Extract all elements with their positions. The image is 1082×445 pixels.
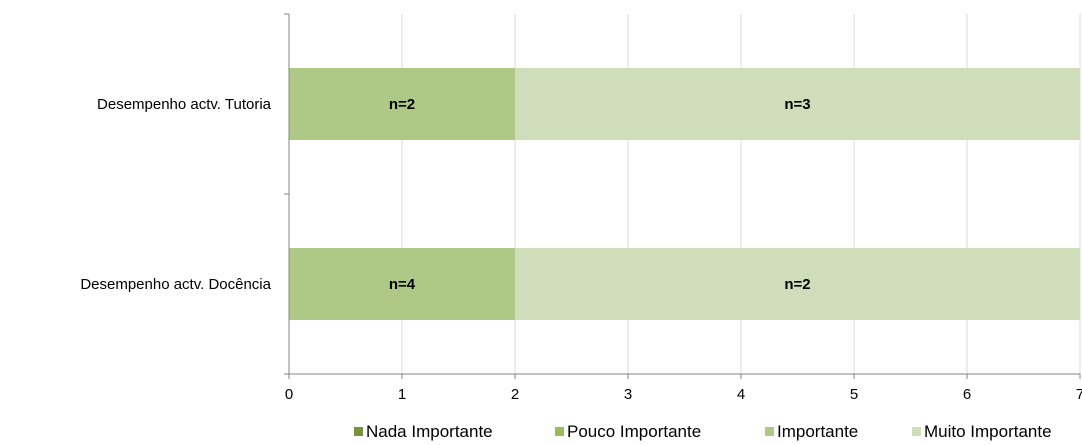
category-labels: Desempenho actv. Tutoria Desempenho actv.…	[80, 96, 271, 293]
x-tick-label: 0	[285, 386, 293, 403]
axes	[284, 13, 1081, 379]
legend-swatch	[912, 427, 921, 436]
x-tick-label: 7	[1076, 386, 1082, 403]
x-tick-label: 6	[963, 386, 971, 403]
bar-data-label: n=3	[784, 96, 810, 113]
x-tick-label: 3	[624, 386, 632, 403]
x-tick-label: 1	[398, 386, 406, 403]
legend: Nada Importante Pouco Importante Important…	[354, 422, 1052, 441]
category-label: Desempenho actv. Tutoria	[97, 96, 272, 113]
legend-swatch	[765, 427, 774, 436]
x-tick-label: 4	[737, 386, 745, 403]
bar-data-label: n=4	[389, 276, 416, 293]
legend-swatch	[354, 427, 363, 436]
category-label: Desempenho actv. Docência	[80, 276, 271, 293]
x-tick-label: 2	[511, 386, 519, 403]
bar-segment	[289, 248, 515, 320]
bar-data-label: n=2	[784, 276, 810, 293]
bar-segment	[515, 248, 1080, 320]
bar-segment	[289, 68, 515, 140]
bar-labels: n=2 n=3 n=4 n=2	[389, 96, 811, 293]
bars	[289, 68, 1080, 320]
legend-entry: Muito Importante	[924, 422, 1052, 441]
bar-segment	[515, 68, 1080, 140]
x-tick-labels: 0 1 2 3 4 5 6 7	[285, 386, 1082, 403]
legend-entry: Pouco Importante	[567, 422, 701, 441]
legend-entry: Nada Importante	[366, 422, 493, 441]
legend-entry: Importante	[777, 422, 858, 441]
bar-data-label: n=2	[389, 96, 415, 113]
x-tick-label: 5	[850, 386, 858, 403]
legend-swatch	[555, 427, 564, 436]
